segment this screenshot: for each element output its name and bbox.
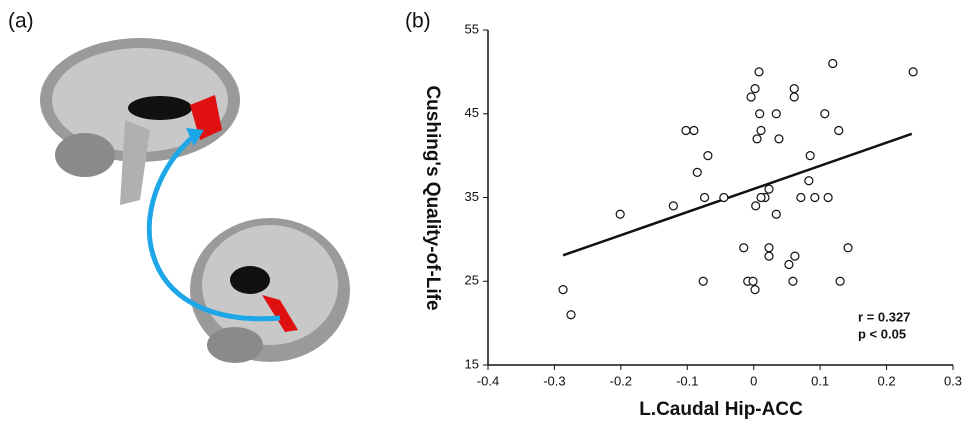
x-tick-label: 0.3 [944,373,962,388]
point [909,68,917,76]
point [790,93,798,101]
x-tick-label: -0.2 [610,373,632,388]
brain-upper [40,38,240,205]
y-tick-label: 35 [465,189,479,204]
point [616,210,624,218]
point [757,194,765,202]
x-tick-label: 0.1 [811,373,829,388]
point [704,152,712,160]
point [682,127,690,135]
x-tick-label: -0.1 [676,373,698,388]
point [690,127,698,135]
point [772,110,780,118]
point [772,210,780,218]
point [756,110,764,118]
point [797,194,805,202]
point [836,277,844,285]
point [751,85,759,93]
point [790,85,798,93]
y-tick-label: 15 [465,356,479,371]
point [824,194,832,202]
point [785,261,793,269]
x-tick-label: 0.2 [878,373,896,388]
point [749,277,757,285]
point [693,168,701,176]
point [740,244,748,252]
annotation: p < 0.05 [858,326,906,341]
x-axis-label: L.Caudal Hip-ACC [639,399,803,420]
brain-lower [190,218,350,363]
y-tick-label: 45 [465,105,479,120]
point [751,286,759,294]
figure: (a) (b) L.Caudal Hip-ACC Cushing's Quali… [0,0,964,425]
point [765,185,773,193]
y-tick-label: 25 [465,273,479,288]
point [753,135,761,143]
panel-label: (a) [8,10,34,33]
y-tick-label: 55 [465,21,479,36]
point [755,68,763,76]
point [559,286,567,294]
panel-label: (b) [405,10,431,33]
point [669,202,677,210]
x-tick-label: 0 [750,373,757,388]
point [765,252,773,260]
point [699,277,707,285]
point [805,177,813,185]
point [791,252,799,260]
point [789,277,797,285]
y-axis-label: Cushing's Quality-of-Life [422,85,443,310]
x-tick-label: -0.3 [543,373,565,388]
point [811,194,819,202]
point [701,194,709,202]
x-tick-label: -0.4 [477,373,499,388]
point [829,60,837,68]
point [567,311,575,319]
point [765,244,773,252]
point [720,194,728,202]
point [835,127,843,135]
point [806,152,814,160]
point [757,127,765,135]
point [747,93,755,101]
point [821,110,829,118]
fit-line [563,134,912,255]
annotation: r = 0.327 [858,309,910,324]
point [775,135,783,143]
point [752,202,760,210]
point [844,244,852,252]
